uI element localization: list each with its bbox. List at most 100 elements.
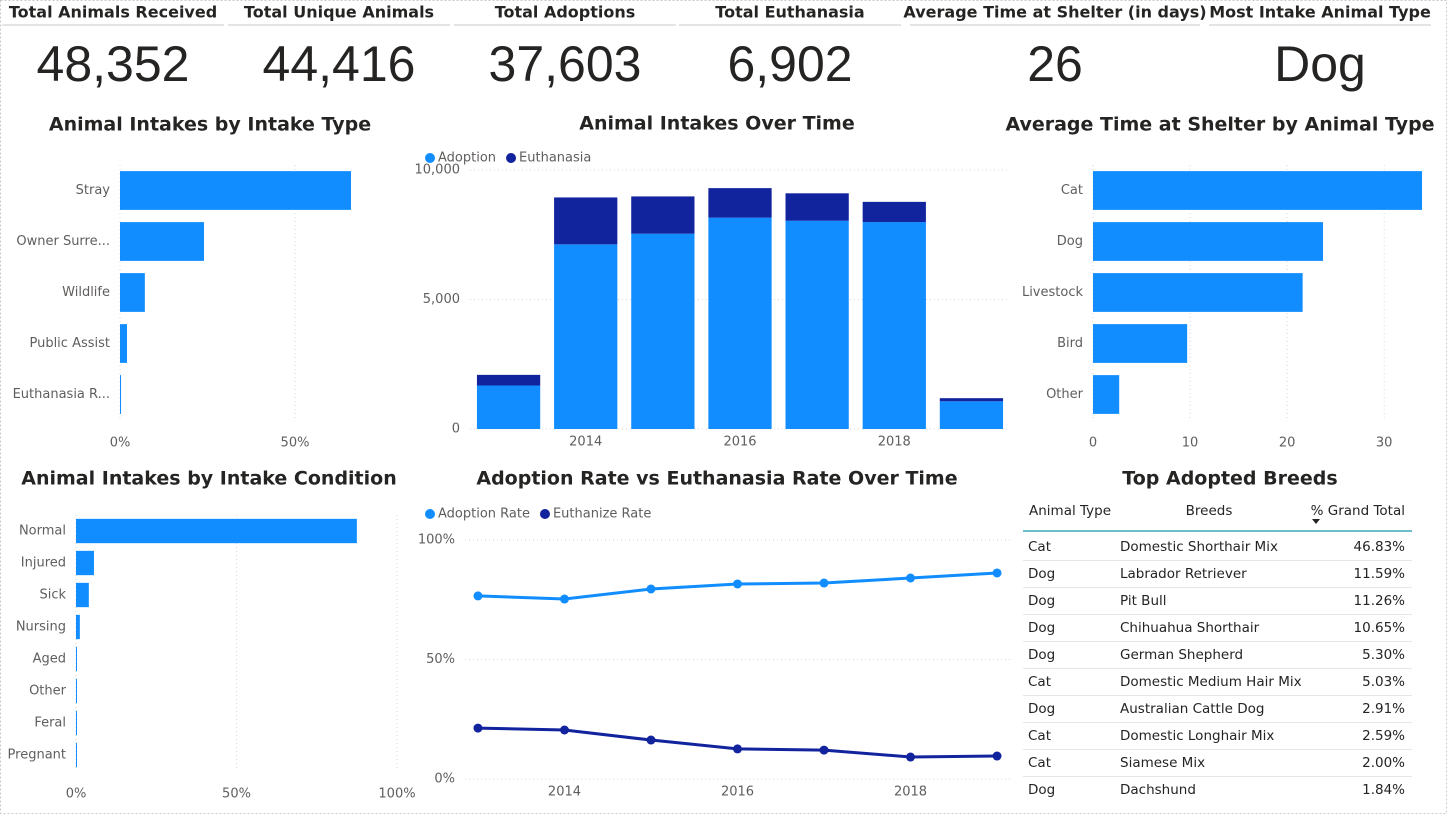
bar-segment xyxy=(939,401,1004,429)
y-tick-label: 5,000 xyxy=(423,292,460,307)
legend-label: Euthanize Rate xyxy=(553,507,651,522)
x-tick-label: 50% xyxy=(222,787,251,802)
bar xyxy=(120,273,145,312)
chart-title: Adoption Rate vs Euthanasia Rate Over Ti… xyxy=(476,468,957,490)
table-cell: 10.65% xyxy=(1354,620,1406,636)
bar-segment xyxy=(862,222,926,429)
y-tick-label: 10,000 xyxy=(415,163,461,178)
y-tick-label: Injured xyxy=(21,556,66,571)
x-tick-label: 0% xyxy=(110,436,131,451)
bar-segment xyxy=(554,197,618,245)
card-value: 37,603 xyxy=(489,36,642,92)
y-tick-label: Other xyxy=(1046,387,1084,402)
y-tick-label: Wildlife xyxy=(62,285,110,300)
table-cell: Pit Bull xyxy=(1120,593,1167,609)
data-point xyxy=(646,735,656,745)
card-value: Dog xyxy=(1274,36,1366,92)
data-point xyxy=(992,751,1002,761)
table-cell: Chihuahua Shorthair xyxy=(1120,620,1260,636)
card-label: Total Unique Animals xyxy=(244,3,434,22)
chart-title: Animal Intakes by Intake Type xyxy=(49,114,371,136)
sort-arrow[interactable] xyxy=(1312,519,1320,524)
bar-segment xyxy=(708,217,772,429)
data-point xyxy=(559,594,569,604)
table-cell: Dog xyxy=(1028,593,1055,609)
y-tick-label: 50% xyxy=(426,652,455,667)
data-point xyxy=(559,725,569,735)
table-cell: Dog xyxy=(1028,701,1055,717)
bar xyxy=(120,171,351,210)
x-tick-label: 2018 xyxy=(894,785,927,800)
data-point xyxy=(819,745,829,755)
table-cell: Dog xyxy=(1028,782,1055,798)
bar xyxy=(76,550,94,576)
column-header: Animal Type xyxy=(1029,503,1111,519)
x-tick-label: 0 xyxy=(1089,436,1097,451)
bar xyxy=(1093,375,1120,414)
y-tick-label: Livestock xyxy=(1022,285,1084,300)
table-cell: Labrador Retriever xyxy=(1120,566,1247,582)
x-tick-label: 2018 xyxy=(878,435,911,450)
data-point xyxy=(906,752,916,762)
y-tick-label: Stray xyxy=(76,183,111,198)
x-tick-label: 2016 xyxy=(723,435,756,450)
bar-segment xyxy=(631,196,695,234)
legend-marker xyxy=(506,153,517,163)
column-header: Breeds xyxy=(1186,503,1233,519)
data-point xyxy=(992,568,1002,578)
data-point xyxy=(906,573,916,583)
table-cell: German Shepherd xyxy=(1120,647,1243,663)
bar-segment xyxy=(476,385,541,429)
x-tick-label: 30 xyxy=(1376,436,1393,451)
table-cell: 46.83% xyxy=(1354,539,1406,555)
bar-segment xyxy=(862,201,926,223)
y-tick-label: 100% xyxy=(418,533,455,548)
data-point xyxy=(473,591,483,601)
bar xyxy=(120,324,127,363)
y-tick-label: Public Assist xyxy=(29,336,110,351)
chart-title: Average Time at Shelter by Animal Type xyxy=(1005,114,1434,136)
table-cell: 2.91% xyxy=(1362,701,1405,717)
legend-label: Adoption Rate xyxy=(438,507,530,522)
table-cell: 5.30% xyxy=(1362,647,1405,663)
card-label: Total Animals Received xyxy=(9,3,217,22)
y-tick-label: Sick xyxy=(39,588,66,603)
bar xyxy=(76,582,89,608)
legend-marker xyxy=(425,153,435,163)
x-tick-label: 2014 xyxy=(548,785,581,800)
y-tick-label: Euthanasia R... xyxy=(13,387,110,402)
table-cell: Domestic Medium Hair Mix xyxy=(1120,674,1302,690)
bar xyxy=(1093,273,1303,312)
x-tick-label: 0% xyxy=(66,787,87,802)
data-point xyxy=(819,578,829,588)
y-tick-label: Normal xyxy=(19,524,66,539)
table-cell: Dog xyxy=(1028,566,1055,582)
bar xyxy=(1093,171,1423,210)
bar xyxy=(76,678,77,704)
table-cell: 5.03% xyxy=(1362,674,1405,690)
y-tick-label: Pregnant xyxy=(8,748,66,763)
bar-segment xyxy=(785,220,849,429)
y-tick-label: Owner Surre... xyxy=(16,234,110,249)
y-tick-label: 0% xyxy=(434,772,455,787)
bar xyxy=(1093,324,1188,363)
x-tick-label: 2014 xyxy=(569,435,602,450)
y-tick-label: 0 xyxy=(452,422,460,437)
data-point xyxy=(473,723,483,733)
y-tick-label: Other xyxy=(29,684,67,699)
card-value: 44,416 xyxy=(263,36,416,92)
table-cell: 2.00% xyxy=(1362,755,1405,771)
table-cell: 2.59% xyxy=(1362,728,1405,744)
data-point xyxy=(733,744,742,754)
bar xyxy=(76,518,357,544)
chart-title: Animal Intakes by Intake Condition xyxy=(21,468,396,490)
bar xyxy=(120,222,204,261)
table-cell: Australian Cattle Dog xyxy=(1120,701,1264,717)
data-point xyxy=(733,579,742,589)
table-cell: Cat xyxy=(1028,539,1051,555)
table-cell: Domestic Longhair Mix xyxy=(1120,728,1274,744)
bar xyxy=(120,375,122,414)
legend-marker xyxy=(425,509,435,519)
table-cell: Dachshund xyxy=(1120,782,1196,798)
x-tick-label: 100% xyxy=(378,787,415,802)
